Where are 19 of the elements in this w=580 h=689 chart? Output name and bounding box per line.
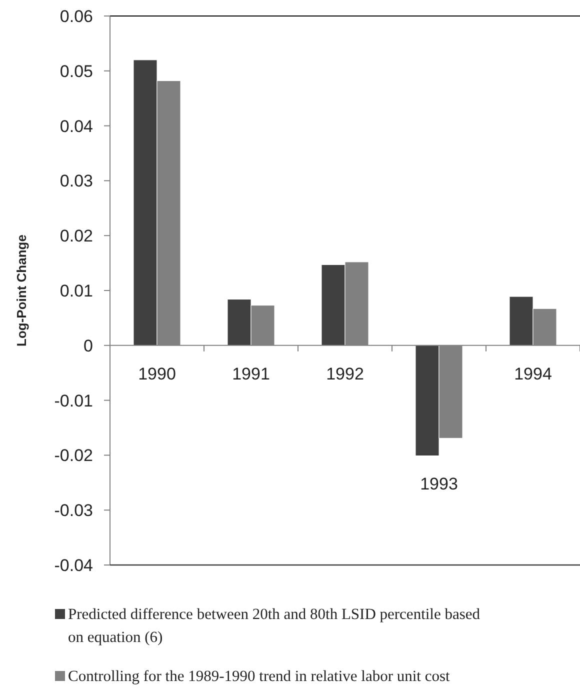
x-tick-label: 1992 [326, 364, 364, 384]
y-tick-label: 0.02 [60, 226, 93, 246]
y-tick-label: 0 [84, 336, 93, 356]
x-tick-label: 1993 [420, 474, 458, 494]
y-tick-label: -0.04 [54, 556, 93, 575]
y-tick-label: 0.06 [60, 6, 93, 26]
x-tick-label: 1991 [232, 364, 270, 384]
y-tick-label: 0.01 [60, 281, 93, 300]
x-tick-label: 1990 [138, 364, 176, 384]
y-tick-label: 0.04 [60, 116, 93, 136]
legend-label: Controlling for the 1989-1990 trend in relative labor unit cost [68, 668, 451, 685]
y-tick-label: 0.05 [60, 62, 93, 81]
y-tick-label: -0.03 [54, 501, 93, 520]
y-tick-label: -0.01 [54, 391, 93, 410]
y-tick-label: 0.03 [60, 172, 93, 191]
y-tick-label: -0.02 [54, 446, 93, 466]
x-tick-label: 1994 [514, 364, 552, 384]
legend-label: Predicted difference between 20th and 80th LSID percentile based on equation (6) [68, 606, 480, 646]
y-axis-title: Log-Point Change [14, 234, 29, 346]
